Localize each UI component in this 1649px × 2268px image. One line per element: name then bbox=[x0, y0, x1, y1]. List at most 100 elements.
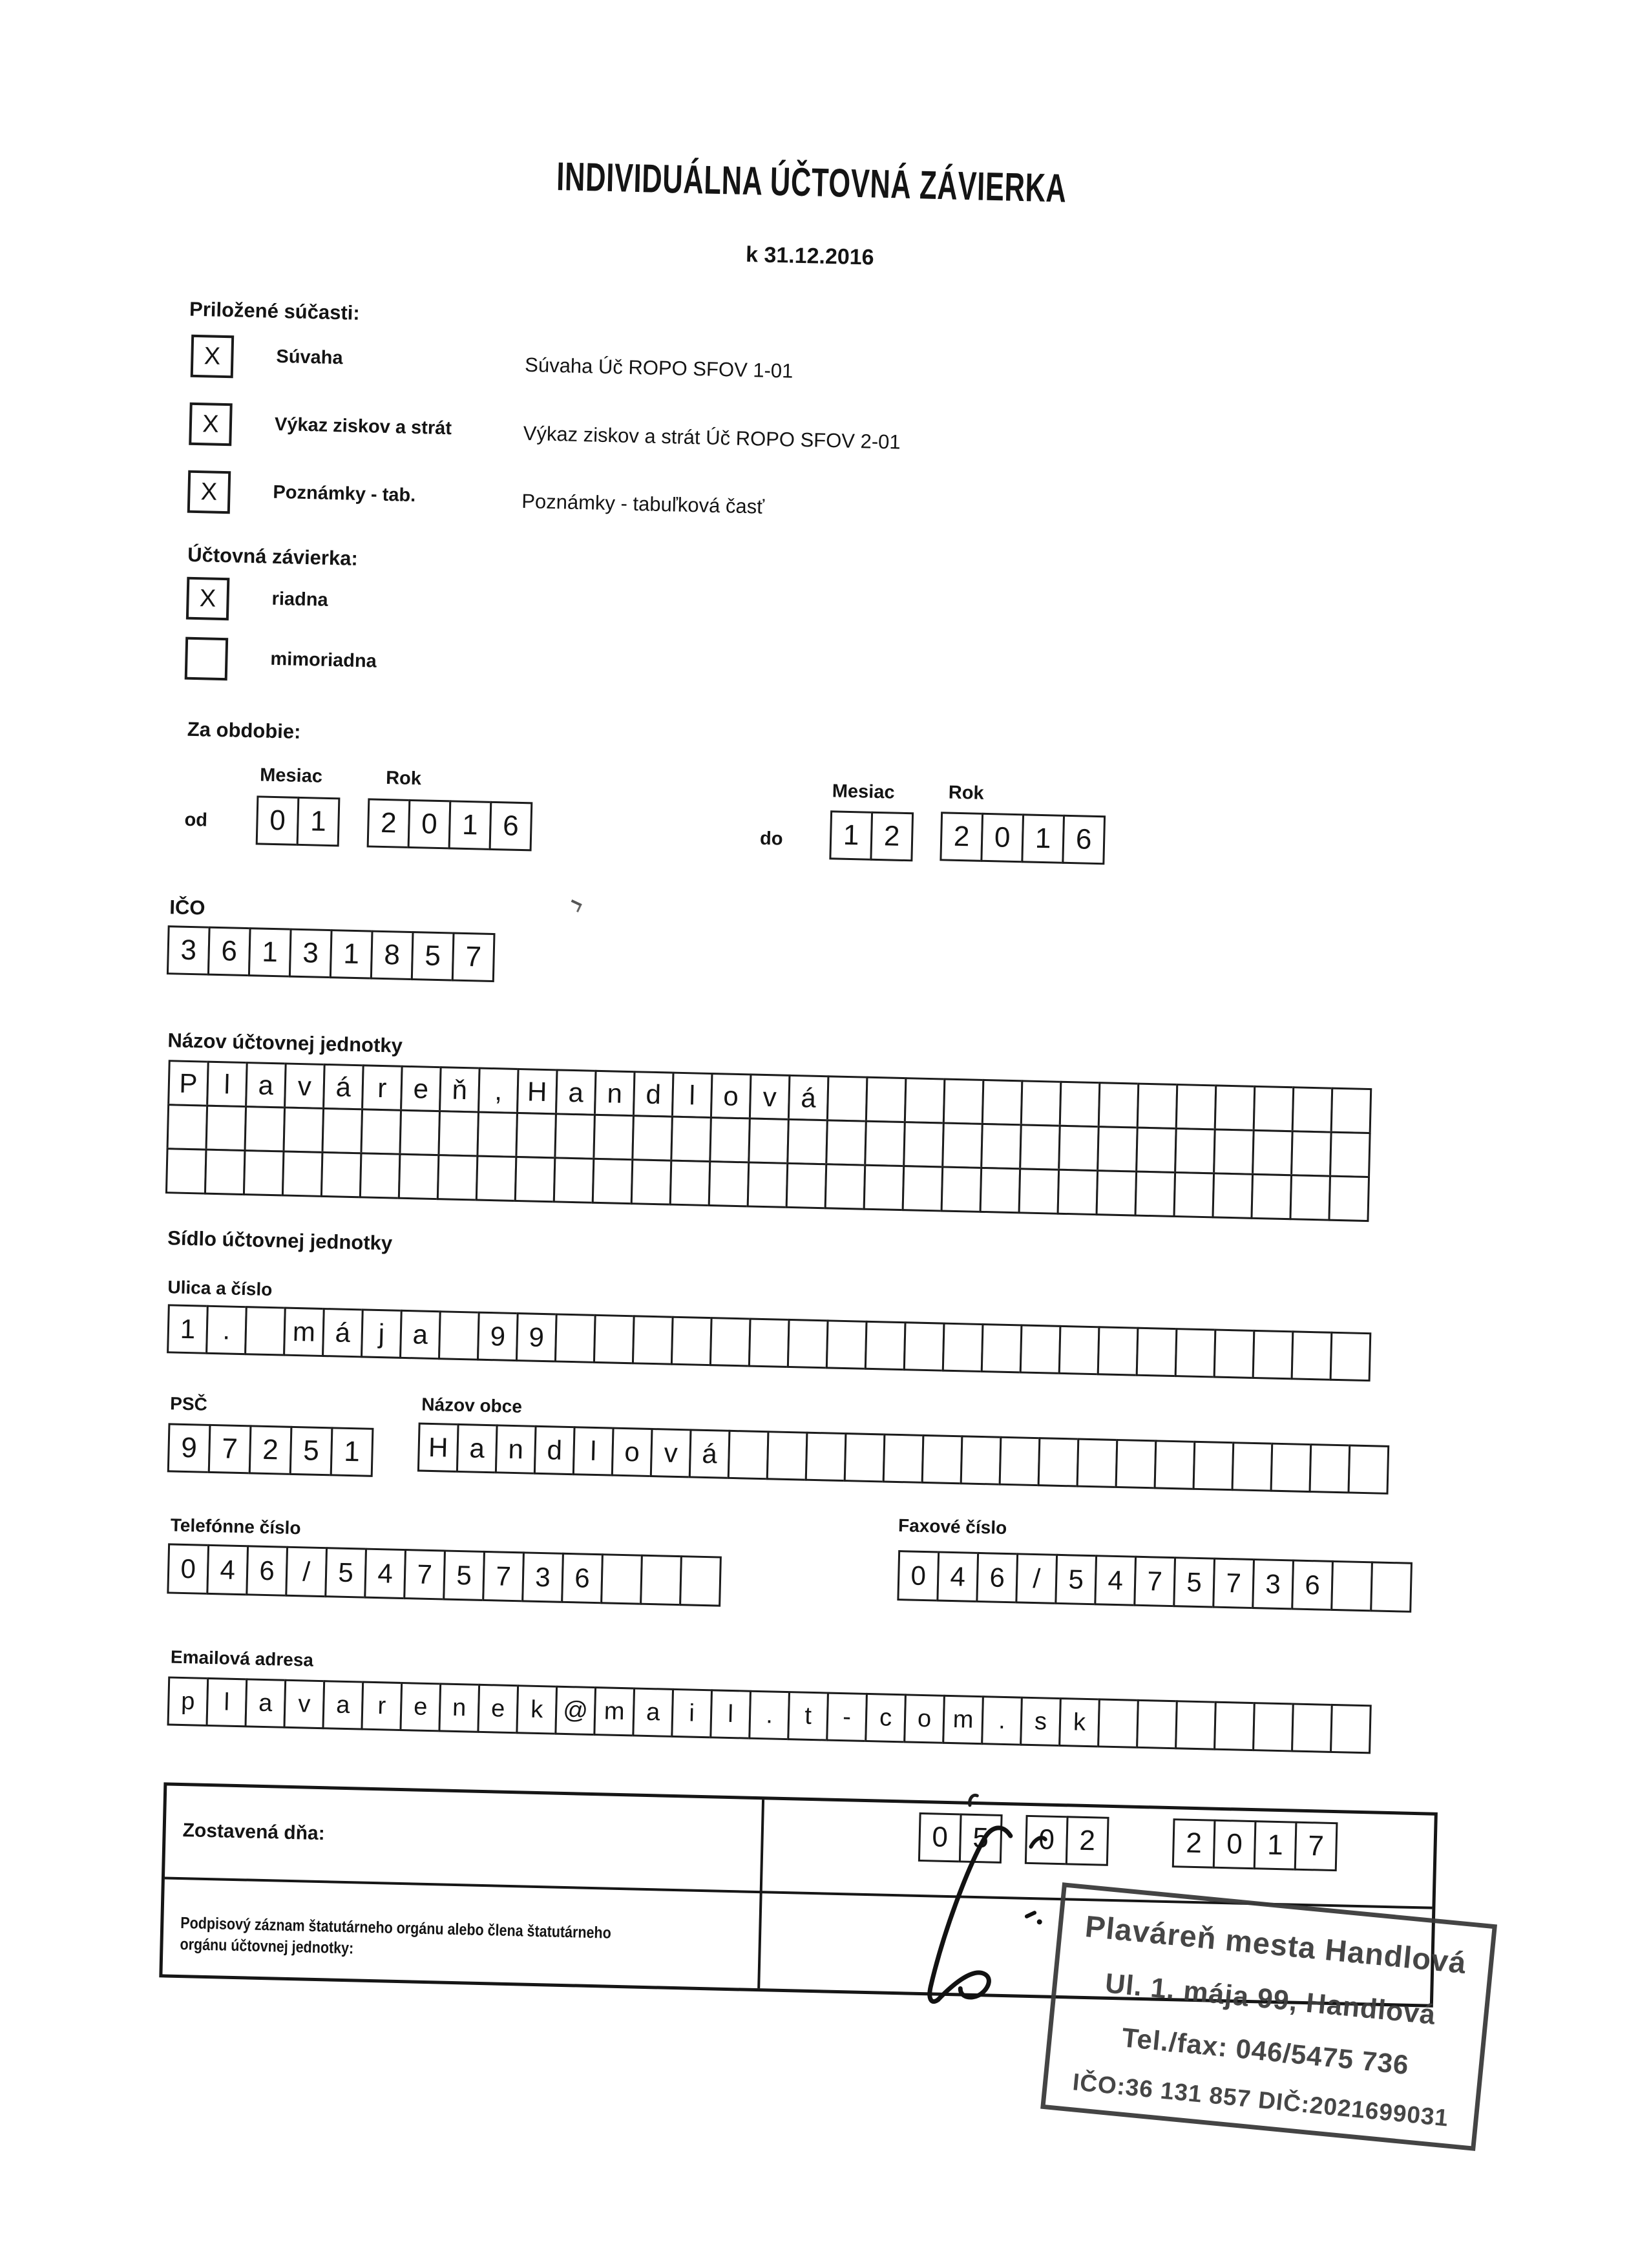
closing-heading: Účtovná závierka: bbox=[187, 543, 359, 570]
char-cell: l bbox=[572, 1426, 614, 1476]
address-heading: Sídlo účtovnej jednotky bbox=[167, 1226, 393, 1255]
char-cell: 0 bbox=[980, 812, 1025, 863]
char-cell: 0 bbox=[1212, 1819, 1257, 1870]
char-cell bbox=[1252, 1085, 1295, 1133]
char-cell bbox=[282, 1106, 325, 1153]
char-cell bbox=[631, 1315, 674, 1365]
attachment-label: Súvaha bbox=[276, 346, 343, 369]
char-cell: e bbox=[399, 1681, 442, 1732]
attachment-row: X bbox=[189, 402, 233, 446]
char-cell bbox=[864, 1320, 907, 1371]
char-cell: / bbox=[285, 1546, 328, 1598]
attachment-label: Výkaz ziskov a strát bbox=[274, 414, 452, 439]
char-cell bbox=[631, 1115, 673, 1162]
char-cell bbox=[979, 1166, 1022, 1214]
page-date: k 31.12.2016 bbox=[745, 242, 875, 270]
char-cell: v bbox=[283, 1679, 326, 1730]
char-cell: 0 bbox=[255, 795, 300, 846]
attachment-row: X bbox=[187, 470, 231, 514]
char-cell: a bbox=[244, 1678, 287, 1728]
char-cell bbox=[1019, 1324, 1062, 1374]
char-cell: r bbox=[361, 1064, 403, 1111]
char-cell bbox=[1329, 1131, 1371, 1179]
attachment-checkbox-poznamky: X bbox=[187, 470, 231, 514]
char-cell: 0 bbox=[167, 1543, 210, 1595]
char-cell bbox=[1097, 1082, 1140, 1129]
char-cell bbox=[980, 1323, 1023, 1374]
char-cell bbox=[1252, 1329, 1294, 1380]
char-cell bbox=[244, 1306, 286, 1356]
char-cell: 1 bbox=[1021, 814, 1066, 864]
char-cell: 9 bbox=[476, 1311, 519, 1362]
char-cell: 7 bbox=[403, 1549, 446, 1601]
char-cell: 7 bbox=[451, 932, 496, 983]
char-cell: 7 bbox=[482, 1550, 525, 1602]
company-stamp: Plaváreň mesta Handlová Ul. 1. mája 99, … bbox=[1040, 1882, 1498, 2151]
table-column-divider bbox=[757, 1800, 765, 1989]
period-to-year-label: Rok bbox=[948, 782, 985, 804]
char-cell: 6 bbox=[1062, 814, 1106, 865]
char-cell bbox=[1175, 1700, 1217, 1750]
char-cell bbox=[942, 1078, 985, 1125]
char-cell: 0 bbox=[897, 1550, 940, 1602]
char-cell: p bbox=[167, 1676, 209, 1727]
char-cell bbox=[1250, 1173, 1293, 1221]
char-cell: 1 bbox=[296, 796, 341, 847]
email-label: Emailová adresa bbox=[170, 1646, 314, 1670]
char-cell bbox=[1213, 1128, 1255, 1175]
char-cell bbox=[1020, 1080, 1062, 1127]
char-cell bbox=[165, 1148, 207, 1195]
char-cell: - bbox=[826, 1692, 868, 1742]
char-cell: o bbox=[709, 1073, 752, 1120]
char-cell: 3 bbox=[521, 1551, 564, 1603]
char-cell bbox=[1330, 1703, 1372, 1754]
char-cell bbox=[593, 1113, 635, 1161]
char-cell: 3 bbox=[1252, 1558, 1295, 1610]
period-heading: Za obdobie: bbox=[187, 717, 301, 743]
char-cell bbox=[437, 1310, 480, 1361]
phone-label: Telefónne číslo bbox=[170, 1515, 301, 1538]
char-cell: 5 bbox=[1055, 1553, 1098, 1606]
char-cell: 6 bbox=[488, 801, 533, 852]
char-cell bbox=[1329, 1331, 1372, 1382]
char-cell bbox=[1097, 1126, 1139, 1173]
char-cell: 5 bbox=[1173, 1557, 1216, 1608]
char-cell: 6 bbox=[561, 1552, 604, 1604]
ink-mark bbox=[968, 1793, 979, 1807]
char-cell: v bbox=[649, 1427, 692, 1478]
char-cell bbox=[786, 1318, 829, 1369]
char-cell bbox=[824, 1163, 867, 1210]
scan-speck bbox=[568, 899, 582, 912]
char-cell: 1 bbox=[829, 810, 874, 861]
char-cell bbox=[941, 1122, 983, 1169]
char-cell bbox=[205, 1104, 247, 1152]
char-cell bbox=[244, 1106, 286, 1153]
char-cell: 6 bbox=[1291, 1559, 1334, 1611]
char-cell bbox=[709, 1317, 751, 1367]
char-cell: 1 bbox=[448, 800, 492, 850]
char-cell bbox=[1252, 1129, 1294, 1177]
char-cell: i bbox=[671, 1688, 713, 1739]
char-cell: 2 bbox=[1171, 1818, 1216, 1869]
char-cell bbox=[204, 1148, 246, 1196]
char-cell bbox=[1115, 1438, 1157, 1489]
char-cell: 7 bbox=[207, 1423, 252, 1475]
checkbox-mark: X bbox=[199, 584, 216, 613]
char-cell bbox=[843, 1433, 886, 1483]
char-cell bbox=[1290, 1330, 1333, 1381]
char-cell: s bbox=[1020, 1696, 1062, 1747]
char-cell bbox=[591, 1157, 634, 1205]
char-cell: n bbox=[593, 1069, 636, 1117]
char-cell bbox=[1058, 1325, 1100, 1376]
char-cell bbox=[903, 1121, 945, 1168]
char-cell bbox=[1231, 1442, 1274, 1492]
char-cell bbox=[864, 1120, 906, 1168]
attachment-checkbox-vykaz: X bbox=[189, 402, 233, 446]
char-cell: a bbox=[322, 1680, 364, 1730]
closing-option-row bbox=[184, 636, 229, 681]
char-cell bbox=[670, 1316, 713, 1367]
char-cell bbox=[669, 1159, 711, 1207]
attachment-label: Poznámky - tab. bbox=[273, 481, 416, 506]
